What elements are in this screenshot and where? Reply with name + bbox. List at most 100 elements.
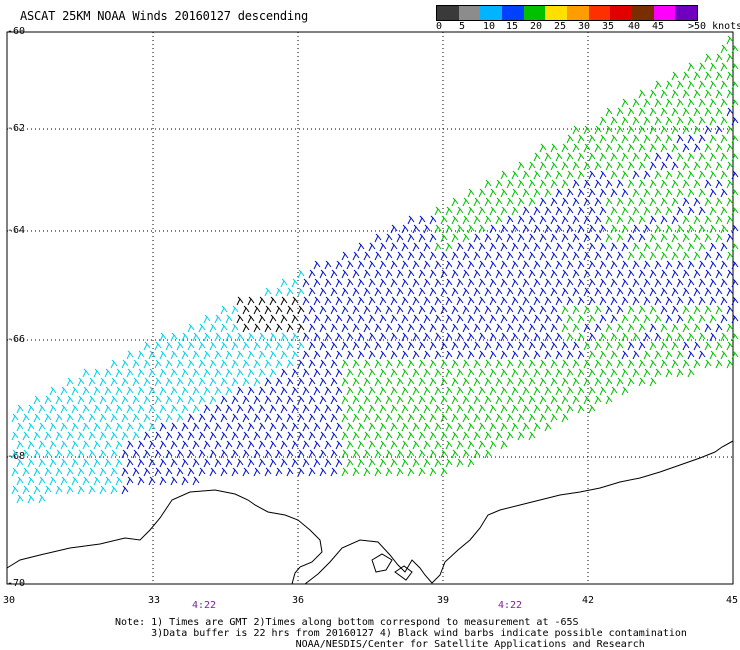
wind-barb bbox=[236, 422, 244, 432]
wind-barb bbox=[434, 260, 442, 270]
wind-barb bbox=[605, 107, 613, 117]
wind-barb bbox=[544, 242, 552, 252]
wind-barb bbox=[275, 413, 283, 423]
wind-barb bbox=[198, 377, 206, 387]
wind-barb bbox=[539, 287, 547, 297]
wind-barb bbox=[341, 305, 349, 315]
wind-barb bbox=[22, 431, 30, 441]
wind-barb bbox=[539, 233, 547, 243]
wind-barb bbox=[379, 440, 387, 450]
wind-barb bbox=[638, 359, 646, 369]
wind-barb bbox=[264, 395, 272, 405]
wind-barb bbox=[269, 296, 277, 306]
wind-barb bbox=[627, 197, 635, 207]
wind-barb bbox=[143, 341, 151, 351]
wind-barb bbox=[286, 395, 294, 405]
wind-barb bbox=[423, 242, 431, 252]
wind-barb bbox=[401, 260, 409, 270]
wind-barb bbox=[594, 377, 602, 387]
wind-barb bbox=[231, 449, 239, 459]
wind-barb bbox=[308, 467, 316, 477]
wind-barb bbox=[511, 188, 519, 198]
wind-barb bbox=[363, 377, 371, 387]
wind-barb bbox=[181, 332, 189, 342]
scale-swatch-7 bbox=[588, 6, 611, 20]
wind-barb bbox=[423, 314, 431, 324]
wind-barb bbox=[214, 404, 222, 414]
wind-barb bbox=[374, 323, 382, 333]
wind-barb bbox=[588, 260, 596, 270]
wind-barb bbox=[423, 422, 431, 432]
wind-barb bbox=[297, 359, 305, 369]
wind-barb bbox=[610, 152, 618, 162]
wind-barb bbox=[572, 395, 580, 405]
wind-barb bbox=[181, 476, 189, 486]
wind-barb bbox=[550, 197, 558, 207]
wind-barb bbox=[396, 431, 404, 441]
wind-barb bbox=[698, 332, 706, 342]
wind-barb bbox=[621, 242, 629, 252]
wind-barb bbox=[660, 107, 668, 117]
wind-barb bbox=[616, 377, 624, 387]
wind-barb bbox=[616, 215, 624, 225]
wind-barb bbox=[429, 251, 437, 261]
wind-barb bbox=[104, 476, 112, 486]
wind-barb bbox=[93, 422, 101, 432]
wind-barb bbox=[341, 431, 349, 441]
wind-barb bbox=[731, 278, 739, 288]
longitude-label: 45 bbox=[726, 595, 738, 606]
wind-barb bbox=[429, 395, 437, 405]
wind-barb bbox=[676, 242, 684, 252]
wind-barb bbox=[159, 476, 167, 486]
wind-barb bbox=[495, 323, 503, 333]
wind-barb bbox=[330, 431, 338, 441]
wind-barb bbox=[654, 368, 662, 378]
wind-barb bbox=[610, 386, 618, 396]
wind-barb bbox=[324, 314, 332, 324]
wind-barb bbox=[572, 143, 580, 153]
wind-barb bbox=[731, 260, 739, 270]
wind-barb bbox=[511, 242, 519, 252]
wind-barb bbox=[561, 341, 569, 351]
wind-barb bbox=[264, 413, 272, 423]
wind-barb bbox=[550, 269, 558, 279]
wind-barb bbox=[484, 377, 492, 387]
wind-barb bbox=[720, 206, 728, 216]
wind-barb bbox=[731, 224, 739, 234]
wind-barb bbox=[451, 377, 459, 387]
wind-barb bbox=[550, 161, 558, 171]
wind-barb bbox=[390, 458, 398, 468]
wind-barb bbox=[484, 233, 492, 243]
wind-barb bbox=[385, 413, 393, 423]
wind-barb bbox=[478, 332, 486, 342]
wind-barb bbox=[374, 431, 382, 441]
wind-barb bbox=[649, 323, 657, 333]
wind-barb bbox=[473, 197, 481, 207]
wind-barb bbox=[550, 287, 558, 297]
wind-barb bbox=[687, 152, 695, 162]
wind-barb bbox=[693, 197, 701, 207]
wind-barb bbox=[66, 449, 74, 459]
wind-barb bbox=[220, 377, 228, 387]
wind-barb bbox=[616, 143, 624, 153]
wind-barb bbox=[555, 260, 563, 270]
wind-barb bbox=[632, 116, 640, 126]
wind-barb bbox=[572, 125, 580, 135]
wind-barb bbox=[473, 359, 481, 369]
wind-barb bbox=[143, 377, 151, 387]
wind-barb bbox=[698, 224, 706, 234]
longitude-label: 33 bbox=[148, 595, 160, 606]
wind-barb bbox=[599, 188, 607, 198]
wind-barb bbox=[396, 287, 404, 297]
wind-barb bbox=[275, 341, 283, 351]
wind-barb bbox=[495, 197, 503, 207]
wind-barb bbox=[610, 242, 618, 252]
wind-barb bbox=[698, 188, 706, 198]
wind-barb bbox=[368, 422, 376, 432]
wind-barb bbox=[115, 458, 123, 468]
wind-barb bbox=[506, 323, 514, 333]
wind-barb bbox=[698, 350, 706, 360]
wind-barb bbox=[654, 350, 662, 360]
wind-barb bbox=[33, 485, 41, 495]
wind-barb bbox=[599, 350, 607, 360]
